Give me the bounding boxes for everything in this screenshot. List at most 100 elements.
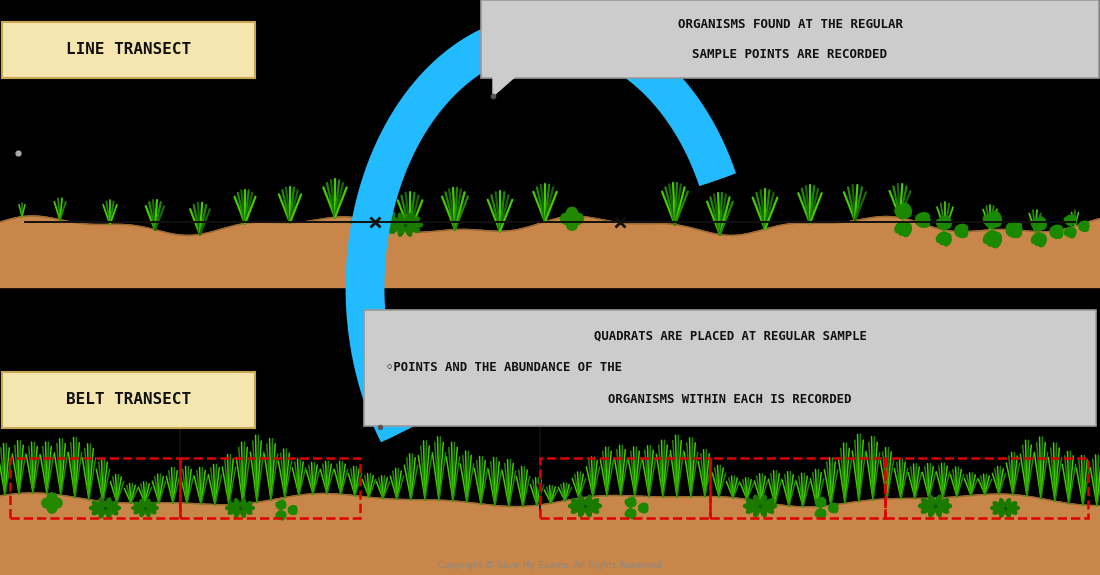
Ellipse shape: [1006, 225, 1022, 235]
Ellipse shape: [935, 495, 942, 507]
Ellipse shape: [639, 507, 648, 513]
Ellipse shape: [379, 221, 395, 233]
Ellipse shape: [278, 511, 284, 519]
Ellipse shape: [140, 500, 145, 509]
Ellipse shape: [630, 497, 636, 506]
Ellipse shape: [987, 232, 999, 246]
Ellipse shape: [991, 232, 1001, 248]
Ellipse shape: [639, 505, 648, 511]
Ellipse shape: [228, 502, 238, 509]
Ellipse shape: [390, 217, 402, 226]
Ellipse shape: [955, 224, 968, 233]
Ellipse shape: [288, 505, 297, 511]
Ellipse shape: [1008, 502, 1016, 509]
Ellipse shape: [625, 509, 632, 516]
Ellipse shape: [1034, 218, 1044, 230]
Polygon shape: [691, 139, 720, 180]
Ellipse shape: [829, 505, 838, 511]
Ellipse shape: [590, 503, 602, 509]
Ellipse shape: [956, 227, 968, 235]
Ellipse shape: [1037, 235, 1046, 247]
Polygon shape: [493, 74, 518, 96]
Ellipse shape: [1067, 228, 1074, 237]
Ellipse shape: [280, 500, 286, 508]
Ellipse shape: [108, 501, 118, 509]
Ellipse shape: [820, 510, 826, 519]
Ellipse shape: [243, 502, 252, 509]
Ellipse shape: [1069, 228, 1076, 238]
Ellipse shape: [1000, 499, 1005, 509]
Ellipse shape: [588, 499, 598, 507]
Ellipse shape: [943, 233, 951, 246]
Bar: [180, 458, 360, 518]
Ellipse shape: [747, 505, 757, 513]
Bar: [10, 458, 180, 518]
Ellipse shape: [1050, 225, 1063, 233]
Bar: [710, 458, 886, 518]
Ellipse shape: [379, 212, 395, 224]
Ellipse shape: [828, 507, 837, 513]
Ellipse shape: [99, 498, 104, 509]
Ellipse shape: [754, 505, 760, 517]
Ellipse shape: [939, 217, 949, 229]
Ellipse shape: [571, 505, 582, 513]
Ellipse shape: [405, 224, 411, 236]
Ellipse shape: [895, 207, 906, 219]
Ellipse shape: [1000, 507, 1005, 518]
FancyBboxPatch shape: [2, 371, 255, 427]
Text: ORGANISMS WITHIN EACH IS RECORDED: ORGANISMS WITHIN EACH IS RECORDED: [608, 393, 851, 406]
Ellipse shape: [1008, 507, 1016, 514]
Ellipse shape: [760, 495, 767, 507]
Ellipse shape: [991, 212, 1001, 227]
Ellipse shape: [408, 217, 419, 226]
Ellipse shape: [938, 499, 948, 507]
Ellipse shape: [902, 223, 911, 236]
Ellipse shape: [817, 509, 824, 518]
Ellipse shape: [1065, 217, 1072, 225]
Ellipse shape: [410, 222, 422, 228]
Ellipse shape: [895, 221, 906, 233]
Ellipse shape: [148, 506, 158, 510]
Text: QUADRATS ARE PLACED AT REGULAR SAMPLE: QUADRATS ARE PLACED AT REGULAR SAMPLE: [594, 329, 867, 342]
Circle shape: [42, 498, 52, 508]
Circle shape: [53, 498, 62, 508]
Ellipse shape: [1032, 233, 1042, 243]
Ellipse shape: [132, 506, 142, 510]
Ellipse shape: [240, 507, 245, 518]
Ellipse shape: [815, 509, 823, 516]
Ellipse shape: [240, 499, 245, 509]
Ellipse shape: [109, 505, 120, 511]
Ellipse shape: [1037, 217, 1046, 229]
Ellipse shape: [226, 506, 236, 510]
Ellipse shape: [288, 507, 297, 513]
Circle shape: [566, 219, 578, 230]
Ellipse shape: [140, 507, 145, 516]
Ellipse shape: [918, 503, 931, 509]
Ellipse shape: [134, 502, 142, 509]
Ellipse shape: [747, 499, 757, 507]
Ellipse shape: [145, 507, 150, 516]
Ellipse shape: [639, 503, 648, 509]
Ellipse shape: [1009, 506, 1020, 510]
Ellipse shape: [820, 497, 826, 506]
Ellipse shape: [579, 505, 585, 517]
Ellipse shape: [1005, 507, 1011, 518]
Ellipse shape: [375, 221, 384, 239]
Ellipse shape: [763, 499, 773, 507]
Bar: [886, 458, 1088, 518]
Ellipse shape: [382, 219, 399, 227]
Ellipse shape: [993, 507, 1002, 514]
FancyBboxPatch shape: [2, 22, 255, 78]
Ellipse shape: [630, 510, 636, 519]
Ellipse shape: [355, 212, 370, 224]
Ellipse shape: [234, 507, 240, 518]
Ellipse shape: [935, 505, 942, 517]
Ellipse shape: [922, 505, 932, 513]
Ellipse shape: [993, 502, 1002, 509]
Circle shape: [561, 213, 572, 224]
Ellipse shape: [1050, 228, 1063, 236]
Ellipse shape: [1079, 225, 1089, 231]
Ellipse shape: [147, 507, 156, 513]
Ellipse shape: [899, 205, 909, 218]
Ellipse shape: [355, 221, 370, 233]
